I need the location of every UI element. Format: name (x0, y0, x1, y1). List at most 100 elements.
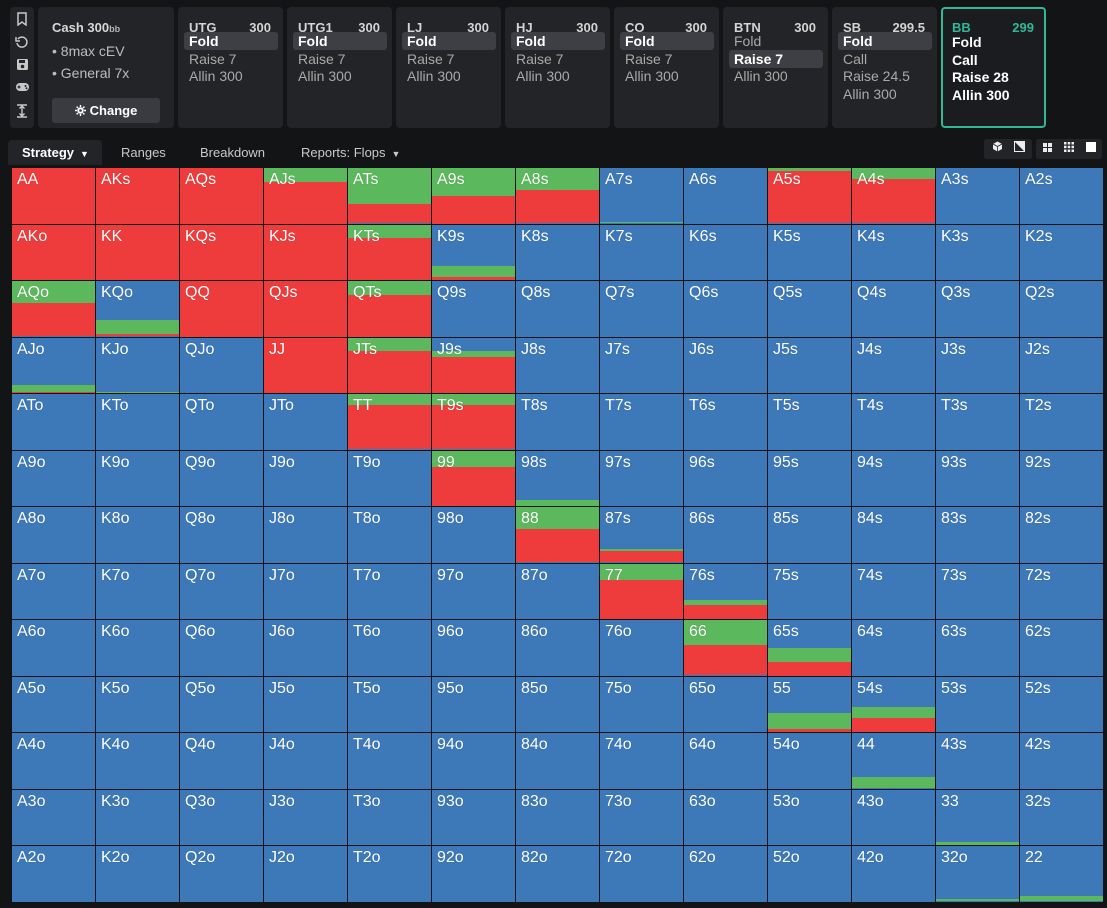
hand-cell-qto[interactable]: QTo (180, 394, 263, 450)
hand-cell-43o[interactable]: 43o (852, 789, 935, 845)
hand-cell-64o[interactable]: 64o (684, 733, 767, 789)
action-fold[interactable]: Fold (620, 32, 714, 50)
hand-cell-a4s[interactable]: A4s (852, 168, 935, 224)
hand-cell-a3s[interactable]: A3s (936, 168, 1019, 224)
hand-cell-42s[interactable]: 42s (1020, 733, 1103, 789)
hand-cell-t7s[interactable]: T7s (600, 394, 683, 450)
action-fold[interactable]: Fold (734, 33, 762, 49)
hand-cell-t5s[interactable]: T5s (768, 394, 851, 450)
hand-cell-87o[interactable]: 87o (516, 563, 599, 619)
hand-cell-54o[interactable]: 54o (768, 733, 851, 789)
grid-icon[interactable] (1059, 139, 1079, 159)
hand-cell-q9o[interactable]: Q9o (180, 450, 263, 506)
hand-cell-k2s[interactable]: K2s (1020, 224, 1103, 280)
hand-cell-j4o[interactable]: J4o (264, 733, 347, 789)
hand-cell-62o[interactable]: 62o (684, 846, 767, 902)
hand-cell-a6s[interactable]: A6s (684, 168, 767, 224)
hand-cell-a5o[interactable]: A5o (12, 676, 95, 732)
hand-cell-t6o[interactable]: T6o (348, 620, 431, 676)
text-height-icon[interactable] (14, 104, 30, 120)
hand-cell-qjo[interactable]: QJo (180, 337, 263, 393)
hand-cell-96o[interactable]: 96o (432, 620, 515, 676)
hand-cell-72s[interactable]: 72s (1020, 563, 1103, 619)
hand-cell-k5s[interactable]: K5s (768, 224, 851, 280)
hand-cell-ajs[interactable]: AJs (264, 168, 347, 224)
hand-cell-t2o[interactable]: T2o (348, 846, 431, 902)
hand-cell-q5s[interactable]: Q5s (768, 281, 851, 337)
hand-cell-t9s[interactable]: T9s (432, 394, 515, 450)
hand-cell-ajo[interactable]: AJo (12, 337, 95, 393)
hand-cell-q5o[interactable]: Q5o (180, 676, 263, 732)
hand-cell-q4s[interactable]: Q4s (852, 281, 935, 337)
hand-cell-32o[interactable]: 32o (936, 846, 1019, 902)
hand-cell-99[interactable]: 99 (432, 450, 515, 506)
change-button[interactable]: Change (52, 98, 160, 123)
cube-icon[interactable] (987, 139, 1007, 159)
hand-cell-q3o[interactable]: Q3o (180, 789, 263, 845)
hand-cell-t6s[interactable]: T6s (684, 394, 767, 450)
hand-cell-83o[interactable]: 83o (516, 789, 599, 845)
save-icon[interactable] (14, 58, 30, 74)
hand-cell-65o[interactable]: 65o (684, 676, 767, 732)
hand-cell-64s[interactable]: 64s (852, 620, 935, 676)
hand-cell-j3o[interactable]: J3o (264, 789, 347, 845)
position-card-btn[interactable]: BTN 300 Fold Raise 7 Allin 300 (723, 7, 828, 128)
hand-cell-j8s[interactable]: J8s (516, 337, 599, 393)
hand-cell-q6s[interactable]: Q6s (684, 281, 767, 337)
action-call[interactable]: Call (952, 51, 978, 68)
hand-cell-q8o[interactable]: Q8o (180, 507, 263, 563)
hand-cell-63s[interactable]: 63s (936, 620, 1019, 676)
hand-cell-j7o[interactable]: J7o (264, 563, 347, 619)
hand-cell-55[interactable]: 55 (768, 676, 851, 732)
action-raise-7[interactable]: Raise 7 (729, 49, 823, 68)
hand-cell-k2o[interactable]: K2o (96, 846, 179, 902)
action-raise-7[interactable]: Raise 7 (407, 50, 455, 67)
hand-cell-kqs[interactable]: KQs (180, 224, 263, 280)
action-allin-300[interactable]: Allin 300 (189, 68, 243, 85)
hand-cell-j2s[interactable]: J2s (1020, 337, 1103, 393)
action-allin-300[interactable]: Allin 300 (734, 68, 788, 85)
hand-cell-a8o[interactable]: A8o (12, 507, 95, 563)
hand-cell-qq[interactable]: QQ (180, 281, 263, 337)
hand-cell-53s[interactable]: 53s (936, 676, 1019, 732)
hand-cell-66[interactable]: 66 (684, 620, 767, 676)
hand-cell-q7s[interactable]: Q7s (600, 281, 683, 337)
hand-cell-93s[interactable]: 93s (936, 450, 1019, 506)
hand-cell-t9o[interactable]: T9o (348, 450, 431, 506)
hand-cell-a7s[interactable]: A7s (600, 168, 683, 224)
tab-reports-flops[interactable]: Reports: Flops ▼ (301, 145, 401, 160)
hand-cell-96s[interactable]: 96s (684, 450, 767, 506)
hand-cell-a7o[interactable]: A7o (12, 563, 95, 619)
hand-cell-82s[interactable]: 82s (1020, 507, 1103, 563)
hand-cell-54s[interactable]: 54s (852, 676, 935, 732)
hand-cell-33[interactable]: 33 (936, 789, 1019, 845)
position-card-sb[interactable]: SB 299.5 Fold Call Raise 24.5 Allin 300 (832, 7, 937, 128)
action-fold[interactable]: Fold (184, 32, 278, 50)
action-fold[interactable]: Fold (293, 32, 387, 50)
position-card-lj[interactable]: LJ 300 Fold Raise 7 Allin 300 (396, 7, 501, 128)
hand-cell-k9o[interactable]: K9o (96, 450, 179, 506)
hand-cell-52s[interactable]: 52s (1020, 676, 1103, 732)
hand-cell-j5s[interactable]: J5s (768, 337, 851, 393)
hand-cell-ato[interactable]: ATo (12, 394, 95, 450)
hand-cell-q4o[interactable]: Q4o (180, 733, 263, 789)
hand-cell-76s[interactable]: 76s (684, 563, 767, 619)
action-raise-7[interactable]: Raise 7 (189, 50, 237, 67)
hand-cell-97s[interactable]: 97s (600, 450, 683, 506)
history-icon[interactable] (14, 35, 30, 51)
hand-cell-jts[interactable]: JTs (348, 337, 431, 393)
hand-cell-j3s[interactable]: J3s (936, 337, 1019, 393)
hand-cell-a8s[interactable]: A8s (516, 168, 599, 224)
hand-cell-t4s[interactable]: T4s (852, 394, 935, 450)
hand-cell-22[interactable]: 22 (1020, 846, 1103, 902)
hand-cell-t7o[interactable]: T7o (348, 563, 431, 619)
hand-cell-98s[interactable]: 98s (516, 450, 599, 506)
hand-cell-t4o[interactable]: T4o (348, 733, 431, 789)
hand-cell-87s[interactable]: 87s (600, 507, 683, 563)
action-raise-7[interactable]: Raise 7 (625, 50, 673, 67)
action-allin-300[interactable]: Allin 300 (952, 86, 1010, 103)
hand-cell-k4s[interactable]: K4s (852, 224, 935, 280)
hand-cell-k3s[interactable]: K3s (936, 224, 1019, 280)
hand-cell-84o[interactable]: 84o (516, 733, 599, 789)
hand-cell-kjs[interactable]: KJs (264, 224, 347, 280)
